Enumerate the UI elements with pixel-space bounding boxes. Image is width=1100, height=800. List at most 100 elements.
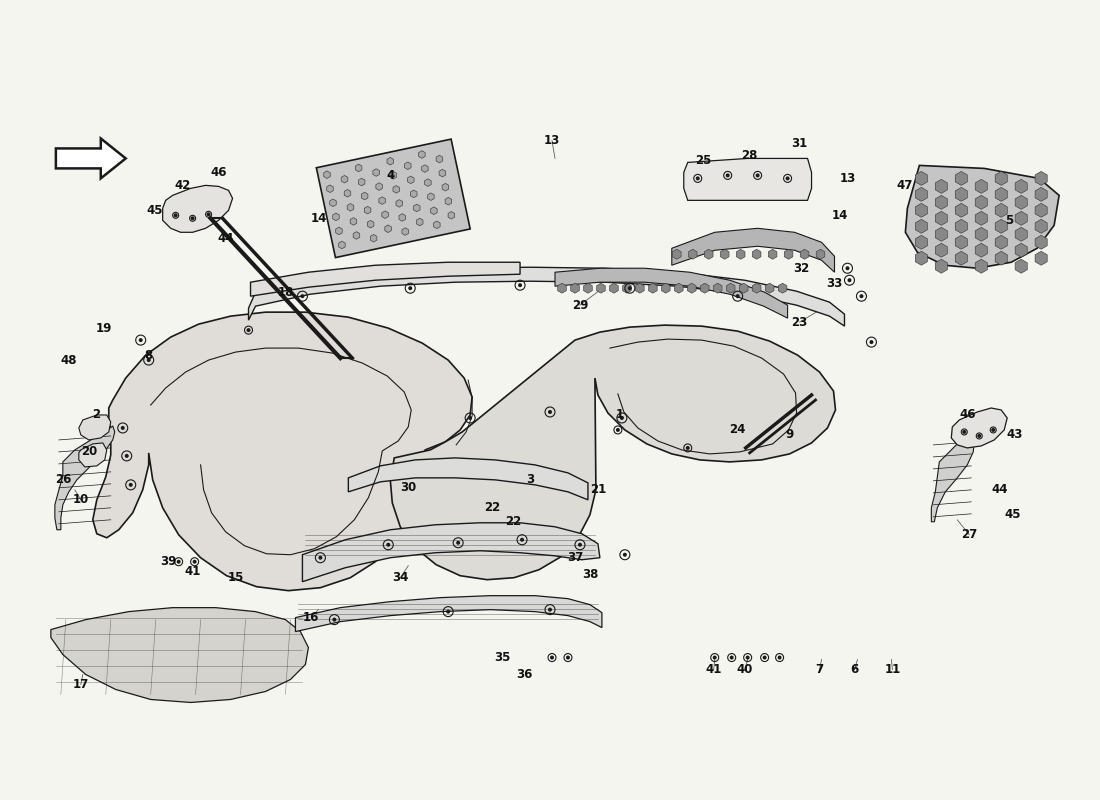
- Circle shape: [318, 556, 322, 560]
- Polygon shape: [996, 187, 1008, 202]
- Circle shape: [726, 174, 729, 178]
- Text: 32: 32: [793, 262, 810, 274]
- Polygon shape: [955, 251, 967, 266]
- Polygon shape: [996, 171, 1008, 186]
- Text: 17: 17: [73, 678, 89, 691]
- Polygon shape: [446, 198, 452, 205]
- Circle shape: [146, 358, 151, 362]
- Text: 22: 22: [505, 515, 521, 528]
- Circle shape: [177, 560, 180, 564]
- Text: 27: 27: [961, 528, 978, 542]
- Circle shape: [139, 338, 143, 342]
- Text: 37: 37: [566, 551, 583, 564]
- Polygon shape: [596, 283, 605, 293]
- Polygon shape: [367, 221, 374, 228]
- Text: 42: 42: [175, 179, 190, 192]
- Text: 9: 9: [785, 429, 794, 442]
- Polygon shape: [302, 522, 600, 582]
- Text: 11: 11: [884, 663, 901, 676]
- Polygon shape: [428, 193, 435, 201]
- Polygon shape: [348, 203, 354, 211]
- Circle shape: [129, 483, 133, 487]
- Polygon shape: [915, 203, 927, 218]
- Circle shape: [386, 542, 390, 546]
- Polygon shape: [704, 250, 713, 259]
- Text: 1: 1: [616, 409, 624, 422]
- Text: 41: 41: [705, 663, 722, 676]
- Polygon shape: [399, 214, 406, 222]
- Polygon shape: [952, 408, 1008, 448]
- Polygon shape: [915, 171, 927, 186]
- Polygon shape: [736, 250, 745, 259]
- Polygon shape: [56, 138, 125, 178]
- Polygon shape: [932, 432, 975, 522]
- Polygon shape: [55, 426, 114, 530]
- Polygon shape: [1035, 203, 1047, 218]
- Polygon shape: [996, 251, 1008, 266]
- Polygon shape: [955, 235, 967, 250]
- Text: 2: 2: [91, 409, 100, 422]
- Polygon shape: [430, 207, 437, 214]
- Circle shape: [447, 610, 450, 614]
- Text: 14: 14: [832, 209, 848, 222]
- Circle shape: [746, 655, 750, 659]
- Circle shape: [192, 560, 197, 564]
- Text: 28: 28: [741, 149, 758, 162]
- Polygon shape: [726, 283, 735, 293]
- Polygon shape: [1035, 171, 1047, 186]
- Text: 44: 44: [991, 483, 1008, 496]
- Polygon shape: [79, 415, 111, 440]
- Text: 23: 23: [791, 316, 807, 329]
- Polygon shape: [766, 283, 774, 293]
- Circle shape: [785, 176, 790, 180]
- Polygon shape: [419, 150, 426, 158]
- Polygon shape: [955, 219, 967, 234]
- Polygon shape: [1035, 251, 1047, 266]
- Polygon shape: [689, 250, 697, 259]
- Polygon shape: [915, 219, 927, 234]
- Polygon shape: [661, 283, 670, 293]
- Text: 41: 41: [185, 566, 201, 578]
- Polygon shape: [1015, 195, 1027, 210]
- Circle shape: [756, 174, 760, 178]
- Text: 48: 48: [60, 354, 77, 366]
- Polygon shape: [558, 283, 566, 293]
- Polygon shape: [636, 283, 645, 293]
- Polygon shape: [976, 195, 988, 210]
- Text: 20: 20: [80, 446, 97, 458]
- Polygon shape: [442, 183, 449, 191]
- Text: 35: 35: [494, 651, 510, 664]
- Text: 22: 22: [484, 502, 500, 514]
- Polygon shape: [332, 213, 339, 221]
- Polygon shape: [1015, 227, 1027, 242]
- Circle shape: [991, 428, 996, 432]
- Polygon shape: [362, 192, 367, 200]
- Polygon shape: [433, 221, 440, 229]
- Text: 7: 7: [815, 663, 824, 676]
- Polygon shape: [779, 283, 786, 293]
- Circle shape: [124, 454, 129, 458]
- Polygon shape: [674, 283, 683, 293]
- Text: 13: 13: [543, 134, 560, 147]
- Circle shape: [548, 410, 552, 414]
- Polygon shape: [376, 182, 383, 190]
- Polygon shape: [1035, 187, 1047, 202]
- Text: 4: 4: [386, 169, 395, 182]
- Polygon shape: [672, 250, 681, 259]
- Circle shape: [469, 416, 472, 420]
- Circle shape: [550, 655, 554, 659]
- Circle shape: [695, 176, 700, 180]
- Circle shape: [190, 216, 195, 220]
- Text: 36: 36: [516, 668, 532, 681]
- Circle shape: [685, 446, 690, 450]
- Circle shape: [859, 294, 864, 298]
- Polygon shape: [402, 228, 408, 235]
- Polygon shape: [1035, 235, 1047, 250]
- Polygon shape: [421, 165, 428, 172]
- Text: 24: 24: [729, 423, 746, 437]
- Circle shape: [616, 428, 620, 432]
- Polygon shape: [425, 179, 431, 186]
- Polygon shape: [405, 162, 411, 170]
- Polygon shape: [378, 197, 385, 204]
- Circle shape: [778, 655, 782, 659]
